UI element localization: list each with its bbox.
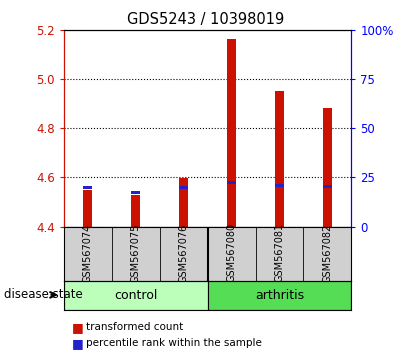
Text: ■: ■ (72, 337, 84, 350)
Text: GSM567076: GSM567076 (179, 223, 189, 282)
Bar (131, 192, 140, 194)
Bar (323, 185, 332, 188)
Text: disease state: disease state (4, 289, 83, 301)
Text: control: control (114, 289, 157, 302)
Bar (179, 186, 188, 189)
Bar (323, 108, 332, 227)
Bar (275, 91, 284, 227)
Bar (64, 281, 208, 310)
Text: GSM567074: GSM567074 (83, 223, 92, 282)
Text: GDS5243 / 10398019: GDS5243 / 10398019 (127, 12, 284, 27)
Bar (83, 186, 92, 189)
Bar (131, 195, 140, 227)
Text: GSM567080: GSM567080 (226, 223, 236, 282)
Bar (227, 181, 236, 184)
Bar (227, 39, 236, 227)
Text: GSM567081: GSM567081 (275, 223, 284, 282)
Bar (83, 190, 92, 227)
Bar (208, 281, 351, 310)
Text: arthritis: arthritis (255, 289, 304, 302)
Text: GSM567075: GSM567075 (131, 223, 141, 282)
Text: transformed count: transformed count (86, 322, 184, 332)
Text: ■: ■ (72, 321, 84, 334)
Text: percentile rank within the sample: percentile rank within the sample (86, 338, 262, 348)
Text: GSM567082: GSM567082 (323, 223, 332, 282)
Bar (179, 178, 188, 227)
Bar (275, 184, 284, 187)
